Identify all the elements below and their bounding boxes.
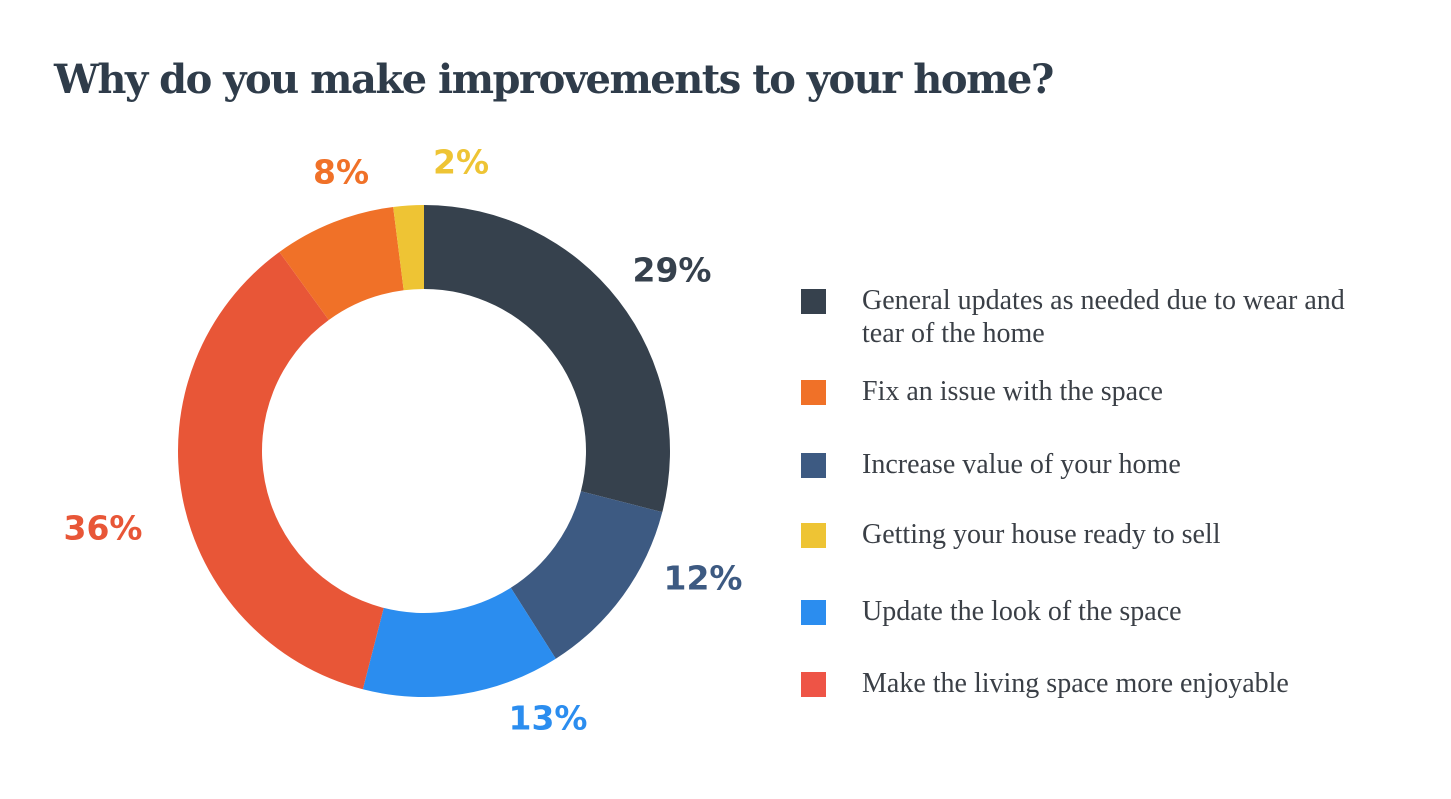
legend-item: Increase value of your home — [801, 448, 1382, 481]
donut-slice — [177, 251, 384, 690]
legend-swatch — [801, 672, 826, 697]
legend-swatch — [801, 523, 826, 548]
legend-label: Update the look of the space — [862, 596, 1182, 627]
legend-label: General updates as needed due to wear an… — [862, 285, 1345, 349]
legend-swatch — [801, 600, 826, 625]
slice-value-label: 2% — [433, 143, 489, 182]
legend-label: Increase value of your home — [862, 449, 1181, 480]
legend-item: Fix an issue with the space — [801, 375, 1382, 408]
slice-value-label: 12% — [664, 559, 743, 598]
legend-item: Update the look of the space — [801, 595, 1382, 628]
slice-value-label: 36% — [64, 509, 143, 548]
legend-item: Make the living space more enjoyable — [801, 667, 1382, 700]
donut-slice — [510, 491, 663, 659]
donut-slice — [393, 205, 424, 291]
slice-value-label: 8% — [313, 153, 369, 192]
donut-slice — [362, 587, 556, 697]
legend-swatch — [801, 289, 826, 314]
chart-title: Why do you make improvements to your hom… — [54, 56, 1054, 103]
slice-value-label: 29% — [633, 251, 712, 290]
legend-label: Getting your house ready to sell — [862, 519, 1221, 550]
legend-item: General updates as needed due to wear an… — [801, 284, 1382, 350]
legend-item: Getting your house ready to sell — [801, 518, 1382, 551]
donut-slice — [424, 205, 670, 513]
donut-slice — [279, 206, 404, 320]
legend-label: Fix an issue with the space — [862, 376, 1163, 407]
legend-label: Make the living space more enjoyable — [862, 668, 1289, 699]
slice-value-label: 13% — [509, 699, 588, 738]
legend-swatch — [801, 380, 826, 405]
legend-swatch — [801, 453, 826, 478]
